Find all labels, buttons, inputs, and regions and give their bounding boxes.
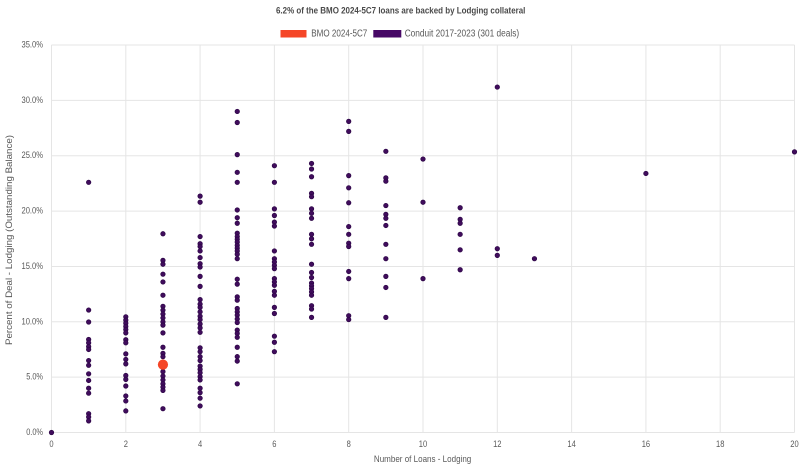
svg-text:12: 12: [493, 439, 501, 450]
svg-text:0: 0: [49, 439, 53, 450]
svg-text:35.0%: 35.0%: [22, 40, 44, 51]
svg-text:Number of Loans - Lodging: Number of Loans - Lodging: [374, 454, 471, 465]
svg-text:20.0%: 20.0%: [22, 206, 44, 217]
svg-text:14: 14: [567, 439, 575, 450]
svg-text:2: 2: [124, 439, 128, 450]
svg-text:BMO 2024-5C7: BMO 2024-5C7: [311, 29, 367, 40]
svg-text:5.0%: 5.0%: [26, 372, 43, 383]
svg-text:6: 6: [272, 439, 276, 450]
svg-text:20: 20: [790, 439, 798, 450]
svg-text:10.0%: 10.0%: [22, 316, 44, 327]
svg-text:15.0%: 15.0%: [22, 261, 44, 272]
svg-text:Percent of Deal - Lodging (Out: Percent of Deal - Lodging (Outstanding B…: [4, 135, 15, 345]
svg-text:6.2% of the BMO 2024-5C7 loans: 6.2% of the BMO 2024-5C7 loans are backe…: [276, 6, 525, 17]
svg-text:18: 18: [716, 439, 724, 450]
svg-text:10: 10: [419, 439, 427, 450]
svg-text:Conduit 2017-2023 (301 deals): Conduit 2017-2023 (301 deals): [405, 29, 520, 40]
svg-text:0.0%: 0.0%: [26, 427, 43, 438]
svg-text:30.0%: 30.0%: [22, 95, 44, 106]
svg-text:4: 4: [198, 439, 202, 450]
svg-text:25.0%: 25.0%: [22, 150, 44, 161]
svg-text:16: 16: [642, 439, 650, 450]
svg-text:8: 8: [347, 439, 351, 450]
